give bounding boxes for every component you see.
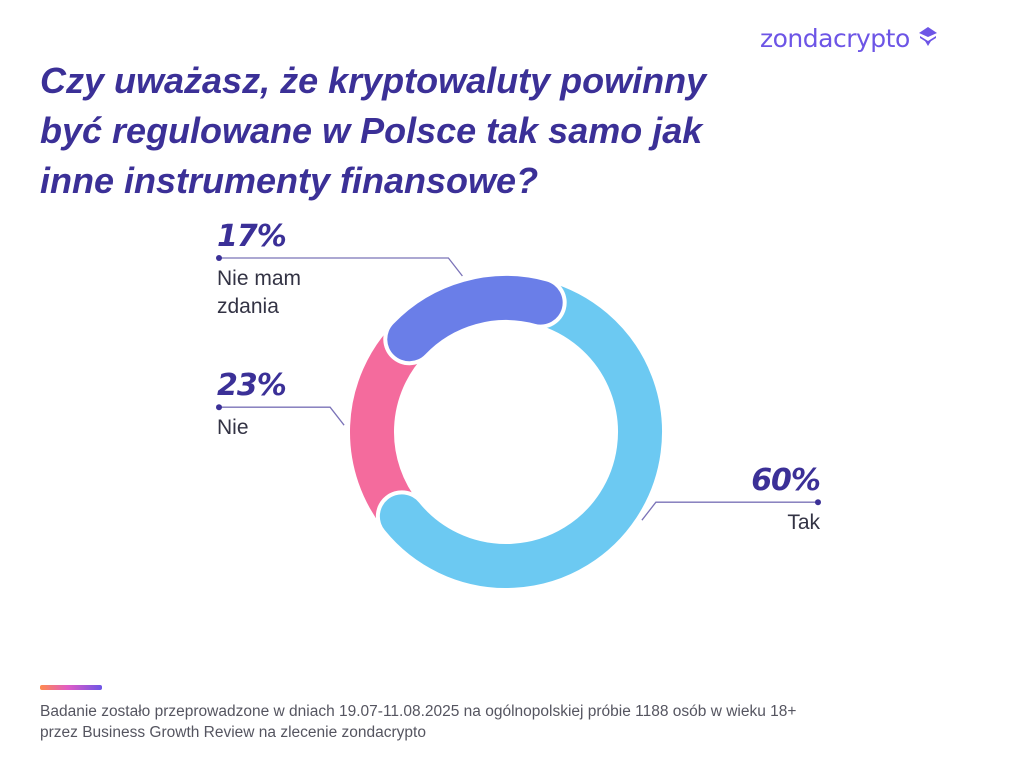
category-label-nie-mam-zdania-line-2: zdania	[217, 295, 279, 318]
percent-label-tak: 60%	[751, 463, 820, 498]
slice-nie-mam-zdania	[387, 276, 563, 362]
brand-name: zondacrypto	[760, 24, 910, 53]
brand-mark-icon	[916, 24, 940, 53]
slice-labels: 60% Tak 23% Nie 17% Nie mam zdania	[216, 219, 821, 534]
chart-title: Czy uważasz, że kryptowaluty powinny być…	[40, 56, 760, 206]
category-label-tak: Tak	[787, 511, 820, 534]
title-line-2: być regulowane w Polsce tak samo jak	[40, 110, 703, 151]
slice-nie	[350, 317, 432, 539]
footnote-line-2: przez Business Growth Review na zlecenie…	[40, 724, 426, 741]
footer-accent-bar	[40, 685, 102, 690]
leader-dot-nie-mam-zdania	[216, 255, 222, 261]
category-label-nie-mam-zdania-line-1: Nie mam	[217, 267, 301, 290]
donut-slices	[346, 272, 666, 592]
percent-label-nie: 23%	[217, 368, 286, 403]
percent-label-nie-mam-zdania: 17%	[217, 219, 286, 254]
leader-dot-tak	[815, 499, 821, 506]
leader-line-nie	[219, 406, 345, 426]
leader-line-nie-mam-zdania	[219, 257, 463, 277]
footnote-line-1: Badanie zostało przeprowadzone w dniach …	[40, 703, 797, 720]
title-line-3: inne instrumenty finansowe?	[40, 160, 539, 201]
brand-logo: zondacrypto	[760, 24, 940, 53]
footer: Badanie zostało przeprowadzone w dniach …	[40, 685, 940, 743]
title-line-1: Czy uważasz, że kryptowaluty powinny	[40, 60, 707, 101]
category-label-nie: Nie	[217, 416, 249, 439]
slice-tak	[379, 280, 662, 588]
survey-footnote: Badanie zostało przeprowadzone w dniach …	[40, 701, 940, 743]
leader-dot-nie	[216, 404, 222, 411]
leader-line-tak	[641, 501, 818, 521]
